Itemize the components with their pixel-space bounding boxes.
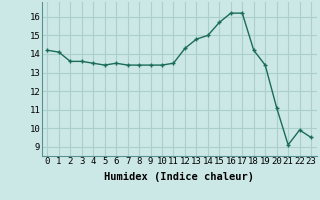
X-axis label: Humidex (Indice chaleur): Humidex (Indice chaleur) [104,172,254,182]
